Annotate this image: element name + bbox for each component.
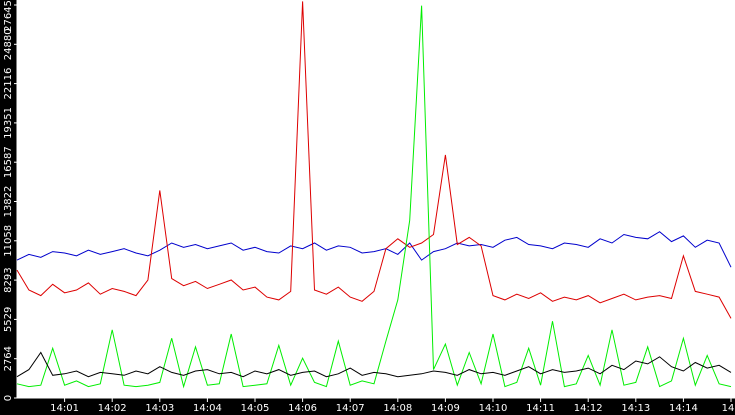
y-tick-label: 13822 xyxy=(3,186,14,218)
y-tick-label: 16587 xyxy=(3,146,14,178)
x-tick-label: 14:08 xyxy=(383,403,412,414)
y-tick-label: 0 xyxy=(3,395,14,401)
y-tick-label: 11058 xyxy=(3,225,14,257)
x-tick-label: 14:06 xyxy=(288,403,317,414)
x-tick-label: 14:13 xyxy=(621,403,650,414)
y-tick-label: 22116 xyxy=(3,68,14,100)
x-tick-label: 14 xyxy=(722,403,735,414)
x-tick-label: 14:09 xyxy=(431,403,460,414)
x-tick-label: 14:04 xyxy=(193,403,222,414)
series-line xyxy=(16,231,732,268)
series-line xyxy=(16,5,732,389)
x-tick-label: 14:05 xyxy=(241,403,270,414)
x-tick-label: 14:14 xyxy=(669,403,698,414)
x-tick-label: 14:02 xyxy=(98,403,127,414)
x-tick-label: 14:01 xyxy=(50,403,79,414)
y-tick-label: 8293 xyxy=(3,267,14,292)
x-tick-label: 14:10 xyxy=(479,403,508,414)
x-tick-label: 14:11 xyxy=(526,403,555,414)
x-tick-label: 14:03 xyxy=(145,403,174,414)
y-tick-label: 5529 xyxy=(3,307,14,332)
series-line xyxy=(16,1,732,319)
y-tick-label: 24880 xyxy=(3,28,14,60)
y-tick-label: 19351 xyxy=(3,107,14,139)
y-tick-label: 2764 xyxy=(3,346,14,371)
plot-area xyxy=(17,0,735,398)
series-line xyxy=(16,351,732,378)
x-tick-label: 14:07 xyxy=(336,403,365,414)
x-tick-label: 14:12 xyxy=(574,403,603,414)
y-tick-label: 27645 xyxy=(3,0,14,32)
